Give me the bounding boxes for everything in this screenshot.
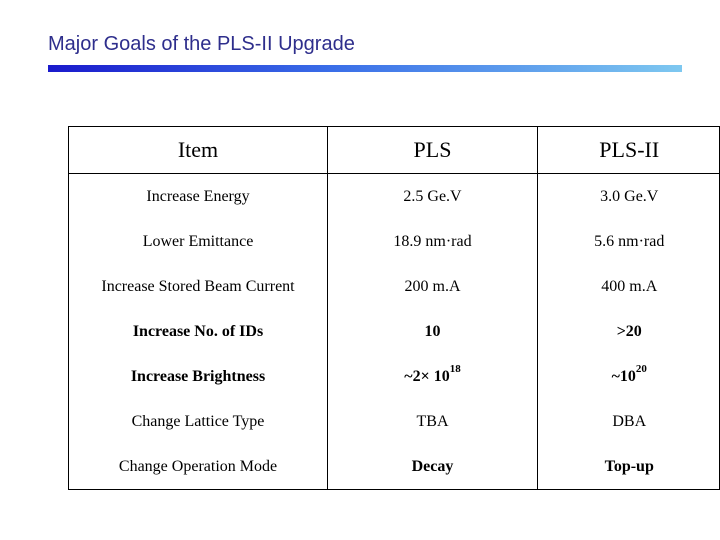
- table-row: Change Lattice Type TBA DBA: [68, 399, 720, 444]
- row-pls-ii-value: Top-up: [537, 444, 720, 490]
- row-item: Increase Energy: [68, 173, 328, 219]
- slide-title: Major Goals of the PLS-II Upgrade: [48, 33, 355, 55]
- header-pls-ii: PLS-II: [537, 126, 720, 174]
- title-underline-bar: [48, 65, 682, 72]
- table-row: Increase Brightness ~2× 1018 ~1020: [68, 354, 720, 399]
- brightness-pls-ii-exponent: 20: [635, 363, 647, 376]
- row-pls-value: 18.9 nm·rad: [327, 219, 538, 264]
- table-row: Change Operation Mode Decay Top-up: [68, 444, 720, 490]
- table-row: Increase Energy 2.5 Ge.V 3.0 Ge.V: [68, 173, 720, 219]
- row-pls-ii-value: 5.6 nm·rad: [537, 219, 720, 264]
- row-item: Lower Emittance: [68, 219, 328, 264]
- table-row: Lower Emittance 18.9 nm·rad 5.6 nm·rad: [68, 219, 720, 264]
- row-item: Increase Brightness: [68, 354, 328, 399]
- row-item: Increase No. of IDs: [68, 309, 328, 354]
- row-pls-ii-value: DBA: [537, 399, 720, 444]
- row-item: Increase Stored Beam Current: [68, 264, 328, 309]
- table-row: Increase No. of IDs 10 >20: [68, 309, 720, 354]
- row-item: Change Lattice Type: [68, 399, 328, 444]
- header-item: Item: [68, 126, 328, 174]
- brightness-pls-exponent: 18: [449, 363, 461, 376]
- row-pls-value: 10: [327, 309, 538, 354]
- goals-table: Item PLS PLS-II Increase Energy 2.5 Ge.V…: [68, 126, 720, 490]
- row-pls-value: 200 m.A: [327, 264, 538, 309]
- row-pls-ii-value: >20: [537, 309, 720, 354]
- table-header-row: Item PLS PLS-II: [68, 126, 720, 174]
- table-row: Increase Stored Beam Current 200 m.A 400…: [68, 264, 720, 309]
- row-pls-ii-value: 400 m.A: [537, 264, 720, 309]
- row-pls-value: 2.5 Ge.V: [327, 173, 538, 219]
- row-pls-value: ~2× 1018: [327, 354, 538, 399]
- brightness-pls-ii-base: ~10: [611, 367, 636, 385]
- row-pls-ii-value: ~1020: [537, 354, 720, 399]
- row-item: Change Operation Mode: [68, 444, 328, 490]
- row-pls-ii-value: 3.0 Ge.V: [537, 173, 720, 219]
- brightness-pls-base: ~2× 10: [404, 367, 450, 385]
- row-pls-value: TBA: [327, 399, 538, 444]
- header-pls: PLS: [327, 126, 538, 174]
- row-pls-value: Decay: [327, 444, 538, 490]
